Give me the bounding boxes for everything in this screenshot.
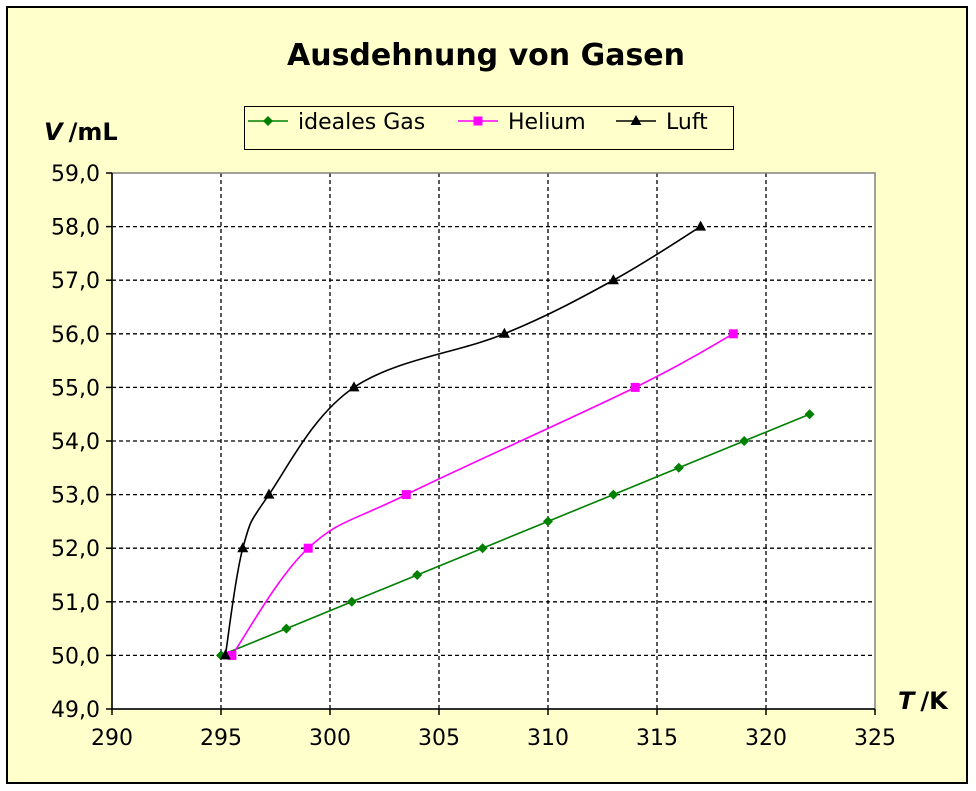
legend-marker (263, 116, 273, 126)
data-point (401, 490, 411, 500)
data-point (346, 596, 357, 607)
x-tick-label: 315 (636, 726, 678, 751)
chart-title: Ausdehnung von Gasen (287, 38, 685, 73)
data-point (263, 488, 275, 499)
series-line (220, 413, 810, 657)
y-tick-label: 52,0 (51, 537, 100, 562)
data-point (219, 649, 231, 660)
data-point (227, 650, 237, 660)
data-point (348, 381, 360, 392)
data-point (477, 543, 488, 554)
data-point (695, 220, 707, 231)
y-tick-label: 58,0 (51, 216, 100, 241)
y-tick-label: 54,0 (51, 430, 100, 455)
x-tick-label: 320 (745, 726, 787, 751)
data-point (607, 274, 619, 285)
data-point (543, 516, 553, 527)
data-point (673, 462, 684, 473)
legend-marker (473, 116, 483, 126)
legend-marker (630, 115, 642, 125)
legend-label: ideales Gas (298, 110, 425, 135)
x-tick-label: 305 (418, 726, 460, 751)
y-tick-label: 59,0 (51, 162, 100, 187)
data-point (303, 543, 313, 553)
data-point (281, 623, 292, 634)
data-point (804, 409, 815, 420)
y-tick-label: 50,0 (51, 644, 100, 669)
series-helium (227, 329, 738, 660)
series-luft (219, 220, 707, 660)
legend (244, 106, 734, 150)
y-tick-label: 56,0 (51, 323, 100, 348)
data-point (498, 327, 510, 338)
y-tick-label: 55,0 (51, 376, 100, 401)
x-tick-label: 310 (527, 726, 569, 751)
data-point (739, 436, 750, 446)
x-tick-label: 290 (91, 726, 133, 751)
y-tick-label: 51,0 (51, 591, 100, 616)
x-axis-label: T/K (898, 687, 949, 715)
y-tick-label: 49,0 (51, 698, 100, 723)
data-point (237, 542, 249, 553)
x-tick-label: 325 (854, 726, 896, 751)
legend-label: Helium (508, 110, 586, 135)
series-line (231, 333, 734, 656)
data-point (630, 382, 640, 392)
y-tick-label: 53,0 (51, 484, 100, 509)
y-axis-label: V/mL (44, 118, 118, 146)
data-point (412, 570, 423, 580)
data-point (608, 489, 619, 500)
x-tick-label: 300 (309, 726, 351, 751)
data-point (728, 329, 738, 339)
y-tick-label: 57,0 (51, 269, 100, 294)
x-tick-label: 295 (200, 726, 242, 751)
legend-label: Luft (666, 110, 708, 135)
